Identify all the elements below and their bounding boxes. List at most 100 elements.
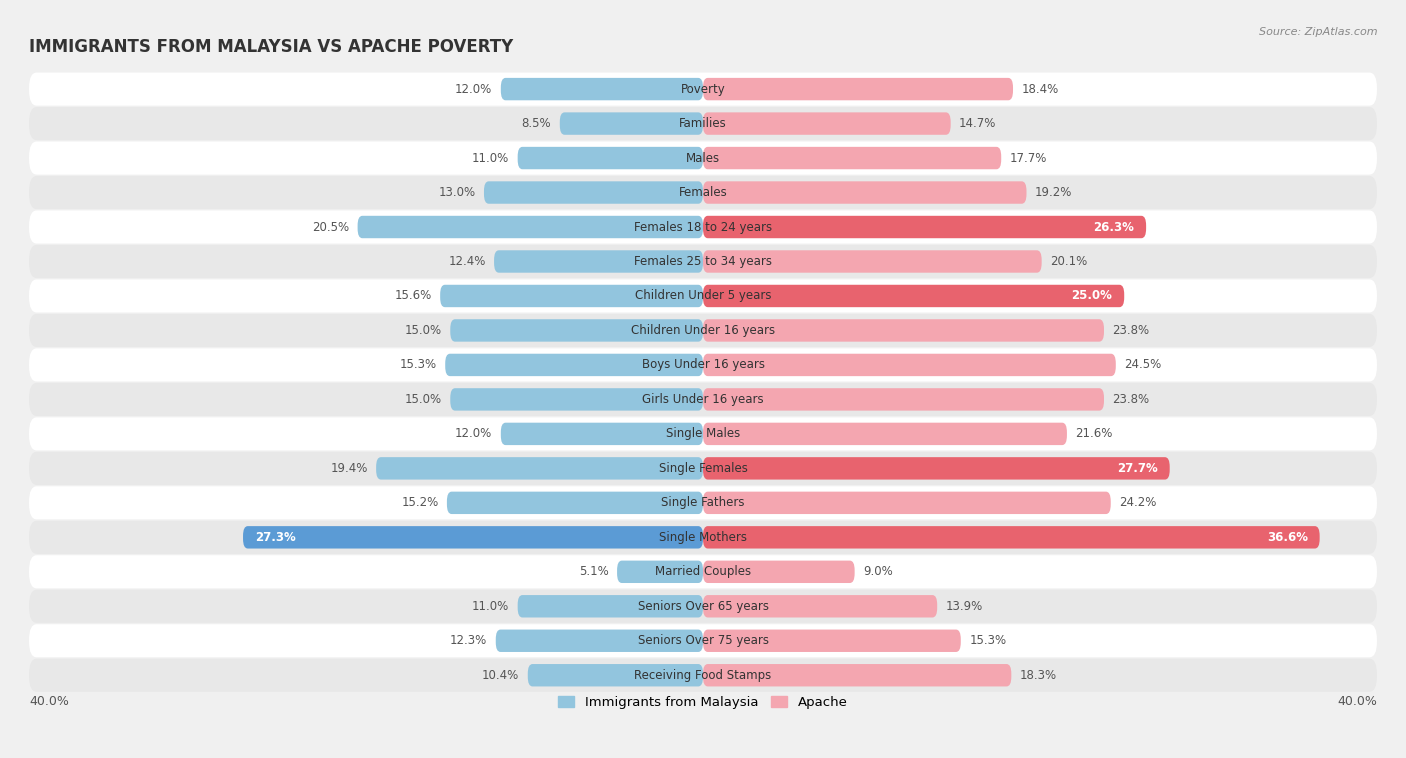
FancyBboxPatch shape xyxy=(703,216,1146,238)
Text: Families: Families xyxy=(679,117,727,130)
Text: Single Females: Single Females xyxy=(658,462,748,475)
FancyBboxPatch shape xyxy=(703,664,1011,687)
FancyBboxPatch shape xyxy=(501,423,703,445)
Text: 12.3%: 12.3% xyxy=(450,634,488,647)
FancyBboxPatch shape xyxy=(446,354,703,376)
Text: 25.0%: 25.0% xyxy=(1071,290,1112,302)
FancyBboxPatch shape xyxy=(703,250,1042,273)
FancyBboxPatch shape xyxy=(30,245,1376,278)
FancyBboxPatch shape xyxy=(377,457,703,480)
Text: 13.9%: 13.9% xyxy=(946,600,983,612)
FancyBboxPatch shape xyxy=(30,383,1376,416)
FancyBboxPatch shape xyxy=(703,388,1104,411)
Text: Children Under 16 years: Children Under 16 years xyxy=(631,324,775,337)
Text: 19.2%: 19.2% xyxy=(1035,186,1073,199)
Text: Seniors Over 65 years: Seniors Over 65 years xyxy=(637,600,769,612)
Text: 20.1%: 20.1% xyxy=(1050,255,1087,268)
Text: 20.5%: 20.5% xyxy=(312,221,349,233)
Text: 23.8%: 23.8% xyxy=(1112,324,1150,337)
FancyBboxPatch shape xyxy=(30,142,1376,174)
Text: Females 18 to 24 years: Females 18 to 24 years xyxy=(634,221,772,233)
FancyBboxPatch shape xyxy=(703,630,960,652)
Text: 12.0%: 12.0% xyxy=(456,83,492,96)
FancyBboxPatch shape xyxy=(30,659,1376,692)
Text: 15.6%: 15.6% xyxy=(395,290,432,302)
Text: 9.0%: 9.0% xyxy=(863,565,893,578)
FancyBboxPatch shape xyxy=(617,561,703,583)
FancyBboxPatch shape xyxy=(703,78,1012,100)
FancyBboxPatch shape xyxy=(517,147,703,169)
Text: Receiving Food Stamps: Receiving Food Stamps xyxy=(634,669,772,681)
Text: Girls Under 16 years: Girls Under 16 years xyxy=(643,393,763,406)
Text: Males: Males xyxy=(686,152,720,164)
Text: 15.0%: 15.0% xyxy=(405,393,441,406)
Text: 18.3%: 18.3% xyxy=(1019,669,1057,681)
Text: 23.8%: 23.8% xyxy=(1112,393,1150,406)
FancyBboxPatch shape xyxy=(447,492,703,514)
Text: 40.0%: 40.0% xyxy=(1337,695,1376,708)
Legend: Immigrants from Malaysia, Apache: Immigrants from Malaysia, Apache xyxy=(553,691,853,715)
Text: 12.4%: 12.4% xyxy=(449,255,485,268)
FancyBboxPatch shape xyxy=(703,112,950,135)
FancyBboxPatch shape xyxy=(30,418,1376,450)
FancyBboxPatch shape xyxy=(30,211,1376,243)
FancyBboxPatch shape xyxy=(30,73,1376,105)
FancyBboxPatch shape xyxy=(30,107,1376,140)
FancyBboxPatch shape xyxy=(527,664,703,687)
FancyBboxPatch shape xyxy=(703,285,1125,307)
Text: Single Mothers: Single Mothers xyxy=(659,531,747,543)
FancyBboxPatch shape xyxy=(703,354,1116,376)
FancyBboxPatch shape xyxy=(703,526,1320,549)
FancyBboxPatch shape xyxy=(30,521,1376,554)
Text: 40.0%: 40.0% xyxy=(30,695,69,708)
Text: 17.7%: 17.7% xyxy=(1010,152,1047,164)
Text: Source: ZipAtlas.com: Source: ZipAtlas.com xyxy=(1260,27,1378,36)
Text: 18.4%: 18.4% xyxy=(1021,83,1059,96)
Text: Single Fathers: Single Fathers xyxy=(661,496,745,509)
Text: 24.2%: 24.2% xyxy=(1119,496,1157,509)
Text: 5.1%: 5.1% xyxy=(579,565,609,578)
Text: Poverty: Poverty xyxy=(681,83,725,96)
FancyBboxPatch shape xyxy=(501,78,703,100)
Text: 36.6%: 36.6% xyxy=(1267,531,1308,543)
FancyBboxPatch shape xyxy=(450,388,703,411)
FancyBboxPatch shape xyxy=(703,147,1001,169)
FancyBboxPatch shape xyxy=(703,423,1067,445)
FancyBboxPatch shape xyxy=(440,285,703,307)
Text: 27.7%: 27.7% xyxy=(1118,462,1159,475)
Text: 21.6%: 21.6% xyxy=(1076,428,1112,440)
FancyBboxPatch shape xyxy=(703,561,855,583)
Text: Married Couples: Married Couples xyxy=(655,565,751,578)
FancyBboxPatch shape xyxy=(494,250,703,273)
Text: 10.4%: 10.4% xyxy=(482,669,519,681)
FancyBboxPatch shape xyxy=(30,314,1376,347)
FancyBboxPatch shape xyxy=(703,492,1111,514)
Text: 8.5%: 8.5% xyxy=(522,117,551,130)
FancyBboxPatch shape xyxy=(30,487,1376,519)
Text: Single Males: Single Males xyxy=(666,428,740,440)
FancyBboxPatch shape xyxy=(30,280,1376,312)
FancyBboxPatch shape xyxy=(30,452,1376,485)
Text: Females 25 to 34 years: Females 25 to 34 years xyxy=(634,255,772,268)
Text: Females: Females xyxy=(679,186,727,199)
Text: 15.3%: 15.3% xyxy=(969,634,1007,647)
Text: 24.5%: 24.5% xyxy=(1125,359,1161,371)
Text: 12.0%: 12.0% xyxy=(456,428,492,440)
Text: 11.0%: 11.0% xyxy=(472,152,509,164)
Text: 14.7%: 14.7% xyxy=(959,117,997,130)
FancyBboxPatch shape xyxy=(703,457,1170,480)
FancyBboxPatch shape xyxy=(496,630,703,652)
Text: 13.0%: 13.0% xyxy=(439,186,475,199)
FancyBboxPatch shape xyxy=(517,595,703,618)
Text: 19.4%: 19.4% xyxy=(330,462,368,475)
FancyBboxPatch shape xyxy=(30,625,1376,657)
FancyBboxPatch shape xyxy=(30,349,1376,381)
Text: IMMIGRANTS FROM MALAYSIA VS APACHE POVERTY: IMMIGRANTS FROM MALAYSIA VS APACHE POVER… xyxy=(30,38,513,56)
FancyBboxPatch shape xyxy=(484,181,703,204)
Text: Boys Under 16 years: Boys Under 16 years xyxy=(641,359,765,371)
Text: 15.0%: 15.0% xyxy=(405,324,441,337)
FancyBboxPatch shape xyxy=(703,595,938,618)
FancyBboxPatch shape xyxy=(243,526,703,549)
Text: Seniors Over 75 years: Seniors Over 75 years xyxy=(637,634,769,647)
FancyBboxPatch shape xyxy=(30,556,1376,588)
